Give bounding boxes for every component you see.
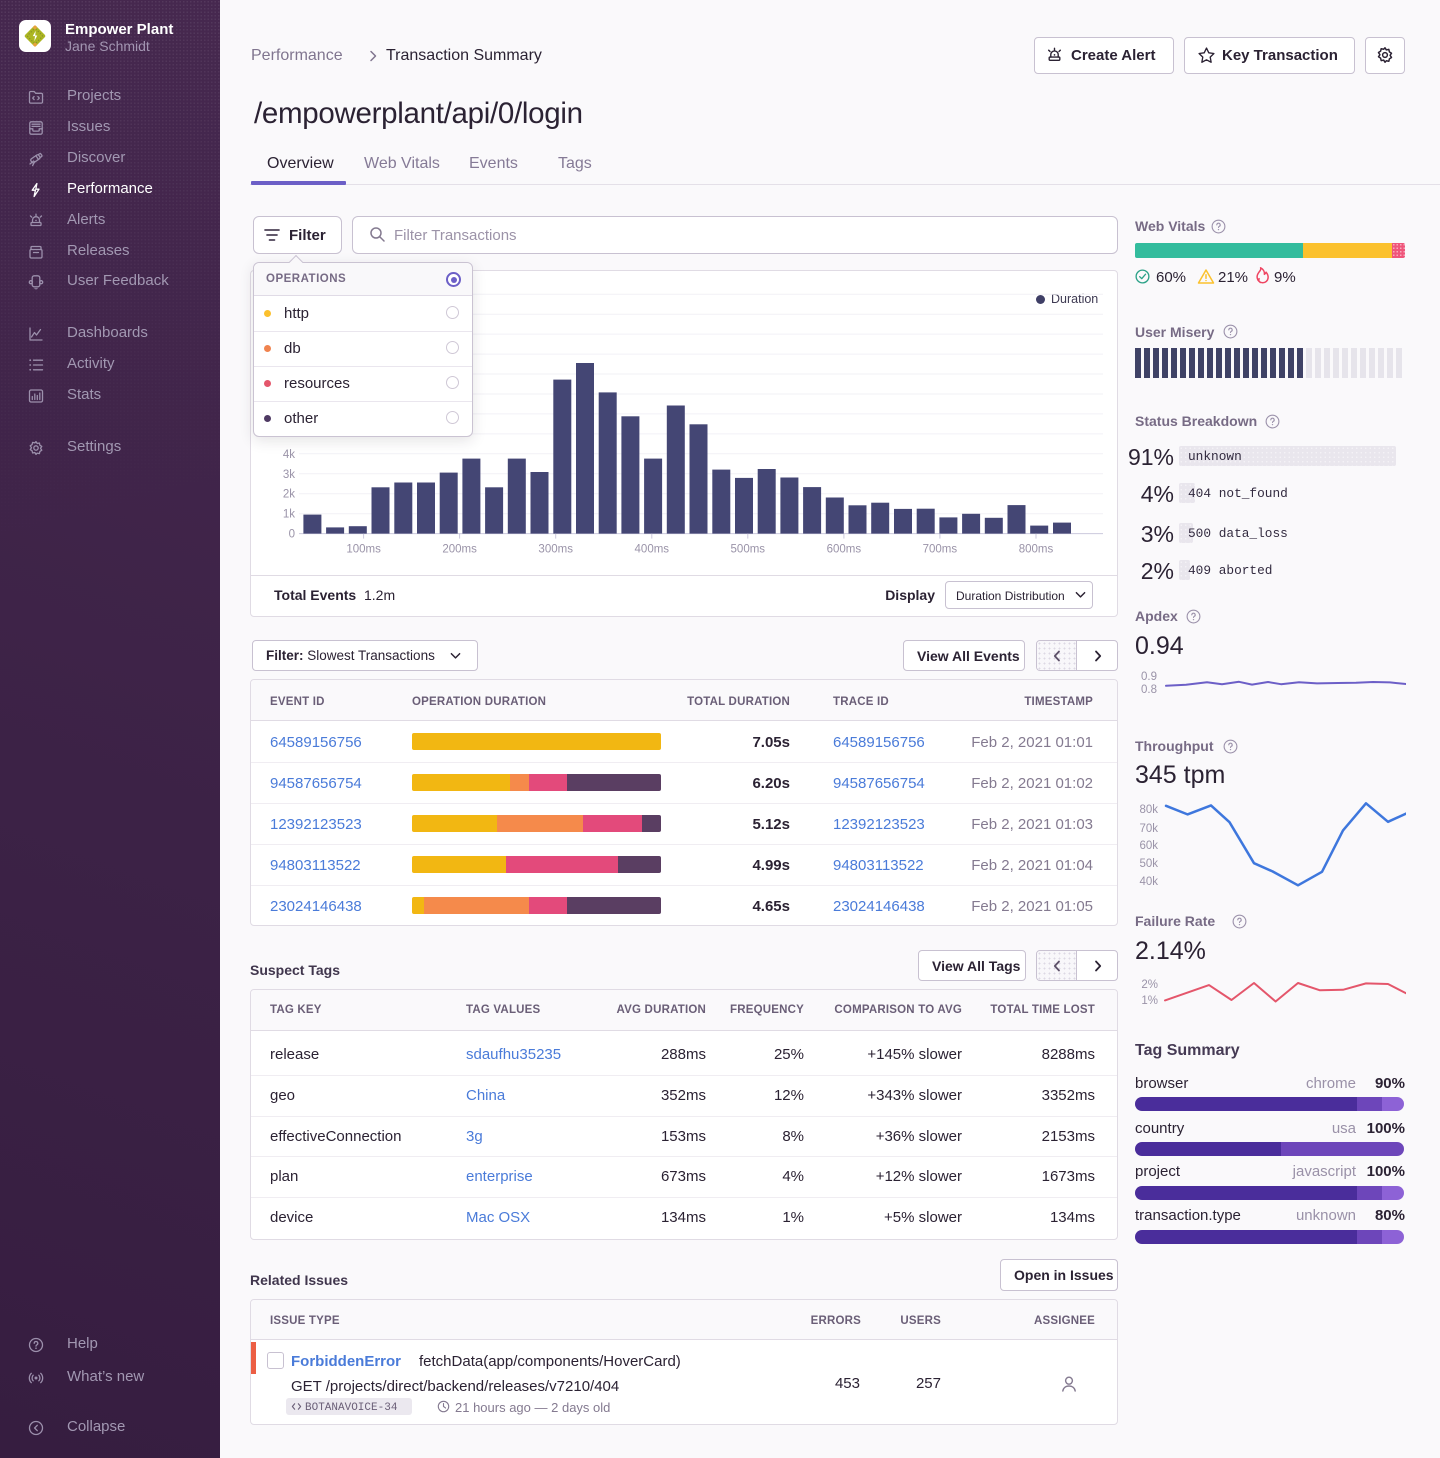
svg-text:1k: 1k <box>283 509 295 521</box>
svg-text:100ms: 100ms <box>346 544 381 556</box>
svg-text:700ms: 700ms <box>923 544 958 556</box>
svg-text:0: 0 <box>289 529 295 541</box>
svg-text:800ms: 800ms <box>1019 544 1054 556</box>
svg-text:200ms: 200ms <box>442 544 477 556</box>
svg-text:600ms: 600ms <box>827 544 862 556</box>
svg-text:4k: 4k <box>283 449 295 461</box>
svg-text:400ms: 400ms <box>635 544 670 556</box>
svg-text:2k: 2k <box>283 489 295 501</box>
svg-text:3k: 3k <box>283 469 295 481</box>
svg-text:300ms: 300ms <box>538 544 573 556</box>
svg-text:500ms: 500ms <box>731 544 766 556</box>
